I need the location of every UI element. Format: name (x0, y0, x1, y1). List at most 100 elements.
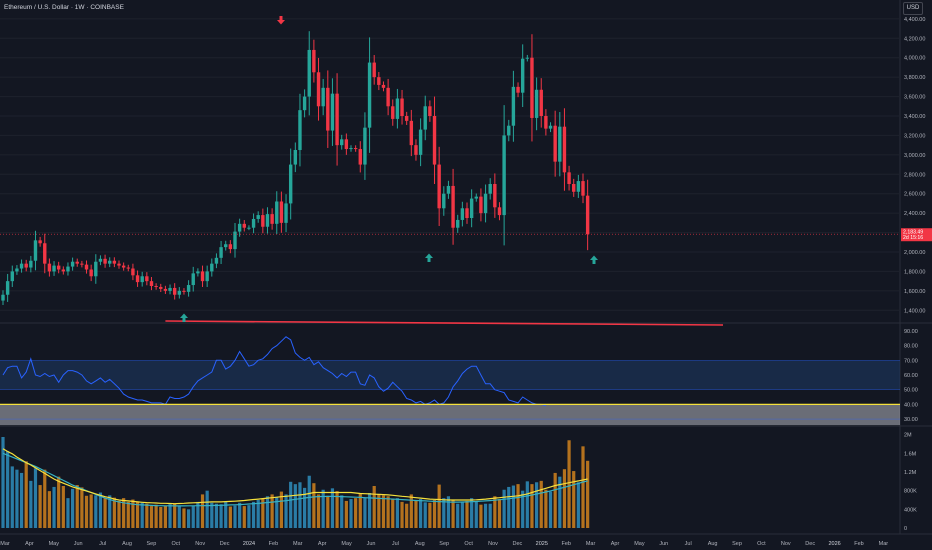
volume-bar (196, 501, 200, 528)
volume-bar (159, 507, 163, 528)
candle-body (94, 261, 98, 277)
candle-body (191, 273, 195, 286)
time-tick-label: Dec (513, 541, 523, 547)
candle-body (353, 148, 358, 150)
candle-body (15, 268, 19, 272)
rsi-tick-label: 70.00 (904, 358, 918, 364)
volume-bar (191, 506, 195, 528)
volume-bar (493, 496, 497, 528)
volume-bar (460, 501, 464, 528)
volume-bar (224, 501, 228, 528)
volume-bar (548, 491, 553, 528)
volume-bar (442, 498, 446, 528)
candle-body (442, 193, 446, 209)
time-tick-label: Feb (561, 541, 570, 547)
candle-body (530, 57, 534, 118)
candle-body (511, 86, 516, 126)
volume-bar (567, 440, 571, 528)
volume-bar (187, 509, 191, 528)
price-tick-label: 1,800.00 (904, 269, 925, 275)
candle-body (108, 260, 112, 264)
candle-body (418, 129, 423, 155)
volume-bar (330, 488, 335, 528)
volume-tick-label: 1.6M (904, 451, 917, 457)
candle-body (553, 125, 557, 162)
volume-bar (33, 468, 38, 528)
time-tick-label: Feb (854, 541, 863, 547)
time-tick-label: Apr (25, 541, 34, 547)
time-tick-label: Sep (732, 541, 742, 547)
volume-bar (363, 497, 367, 528)
volume-bar (15, 469, 19, 528)
time-tick-label: Nov (195, 541, 205, 547)
candle-body (256, 215, 260, 219)
volume-bar (326, 495, 330, 528)
candle-body (149, 281, 154, 286)
volume-bar (581, 446, 585, 528)
time-tick-label: Nov (781, 541, 791, 547)
candle-body (131, 268, 135, 276)
candle-body (474, 196, 478, 199)
candle-body (247, 227, 251, 229)
time-tick-label: Sep (147, 541, 157, 547)
time-tick-label: Jun (659, 541, 668, 547)
volume-bar (247, 505, 251, 528)
candle-body (469, 198, 474, 218)
volume-bar (298, 482, 302, 528)
candle-body (400, 98, 404, 116)
volume-bar (168, 504, 172, 528)
price-tick-label: 3,400.00 (904, 114, 925, 120)
time-tick-label: May (49, 541, 60, 547)
volume-bar (344, 500, 348, 528)
candle-body (168, 287, 172, 291)
candle-body (270, 214, 274, 224)
candle-body (558, 126, 562, 162)
price-tick-label: 4,000.00 (904, 56, 925, 62)
candle-body (284, 203, 288, 223)
volume-bar (219, 504, 223, 528)
candle-body (43, 243, 47, 264)
buy-signal-arrow-icon (590, 255, 598, 264)
candle-body (288, 164, 293, 204)
volume-bar (214, 503, 219, 528)
candle-body (70, 261, 75, 267)
price-tick-label: 2,400.00 (904, 211, 925, 217)
candle-body (335, 93, 339, 146)
volume-bar (544, 489, 548, 528)
volume-bar (103, 498, 107, 528)
candle-body (154, 286, 158, 287)
candle-body (186, 285, 191, 292)
volume-bar (251, 501, 256, 528)
volume-bar (177, 505, 181, 528)
volume-bar (576, 482, 580, 528)
candle-body (89, 269, 93, 277)
price-tick-label: 2,600.00 (904, 192, 925, 198)
price-tick-label: 3,800.00 (904, 75, 925, 81)
volume-bar (507, 486, 511, 528)
volume-bar (391, 498, 395, 528)
candle-body (61, 269, 66, 272)
candle-body (544, 116, 548, 129)
volume-bar (265, 496, 270, 528)
volume-bar (456, 503, 460, 528)
currency-badge[interactable]: USD (903, 2, 923, 15)
candle-body (80, 263, 84, 265)
candle-body (358, 149, 362, 165)
price-tick-label: 2,800.00 (904, 172, 925, 178)
volume-bar (335, 491, 339, 528)
volume-tick-label: 800K (904, 489, 917, 495)
rsi-upper-band (0, 360, 900, 390)
rsi-tick-label: 50.00 (904, 388, 918, 394)
volume-bar (386, 496, 390, 528)
candle-body (140, 276, 144, 283)
volume-bar (71, 488, 75, 528)
volume-bar (470, 498, 474, 528)
volume-bar (200, 494, 205, 528)
candle-body (121, 265, 126, 268)
candle-body (483, 193, 488, 214)
support-trendline (165, 320, 724, 326)
volume-bar (94, 495, 98, 528)
buy-signal-arrow-icon (180, 313, 188, 322)
volume-bar (112, 497, 116, 528)
